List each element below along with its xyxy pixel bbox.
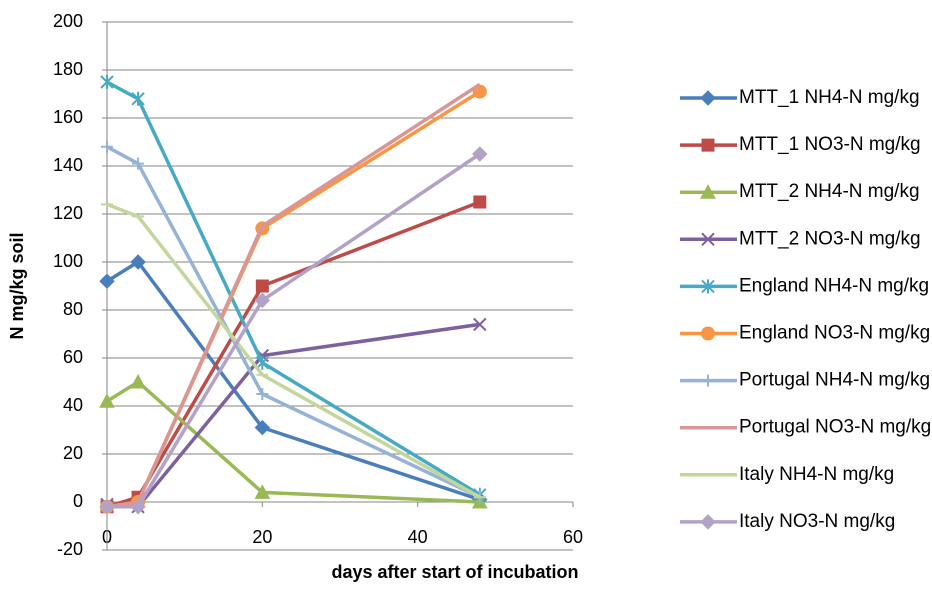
data-point [99,499,115,515]
data-point [131,91,145,106]
legend-marker [700,514,716,530]
legend-marker [702,374,714,387]
y-tick-label: 60 [63,347,83,367]
y-tick-label: 100 [53,251,83,271]
y-tick-label: 200 [53,11,83,31]
data-point [130,499,146,515]
legend-label: MTT_1 NH4-N mg/kg [739,87,920,108]
legend-marker [701,232,715,247]
y-tick-label: 140 [53,155,83,175]
y-tick-label: 40 [63,395,83,415]
data-point [255,279,269,293]
legend-label: England NH4-N mg/kg [739,275,929,296]
legend-label: Italy NO3-N mg/kg [739,511,895,532]
x-tick-label: 60 [563,527,583,547]
data-point [100,75,114,89]
legend-label: Portugal NO3-N mg/kg [739,417,931,438]
y-tick-label: 80 [63,299,83,319]
data-point [130,373,146,389]
y-tick-label: 160 [53,107,83,127]
y-tick-label: 180 [53,59,83,79]
data-point [132,157,145,170]
legend-marker [700,184,716,199]
data-point [255,355,270,370]
data-point [130,254,146,270]
legend-label: MTT_2 NH4-N mg/kg [739,181,920,202]
legend-marker [701,138,715,152]
data-point [256,388,269,400]
data-point [473,317,487,332]
y-tick-label: 0 [73,491,83,511]
legend-marker [701,326,715,341]
series-line [106,202,481,499]
data-point [254,419,271,436]
series-line [106,380,480,504]
legend-marker [700,90,716,106]
legend-label: Portugal NH4-N mg/kg [739,370,930,391]
series-line [106,200,481,509]
series-line [106,260,481,502]
data-point [99,273,115,289]
legend-label: MTT_2 NO3-N mg/kg [739,228,921,249]
x-tick-label: 20 [252,527,272,547]
series-line [106,82,481,509]
data-point [254,484,271,499]
data-point [99,393,115,408]
y-tick-label: 20 [63,443,83,463]
y-axis-label: N mg/kg soil [7,232,27,339]
series-line [106,80,481,497]
x-axis-label: days after start of incubation [331,562,578,582]
data-point [473,195,487,209]
y-tick-label: -20 [57,539,83,559]
legend-marker [701,279,715,294]
legend-label: England NO3-N mg/kg [739,323,930,344]
series-line [107,152,481,509]
legend-label: Italy NH4-N mg/kg [739,464,894,485]
x-tick-label: 40 [408,527,428,547]
data-point [254,292,271,309]
legend-label: MTT_1 NO3-N mg/kg [739,134,921,155]
data-point [101,140,113,153]
y-tick-label: 120 [53,203,83,223]
series-line [106,145,481,499]
data-point [472,146,488,162]
